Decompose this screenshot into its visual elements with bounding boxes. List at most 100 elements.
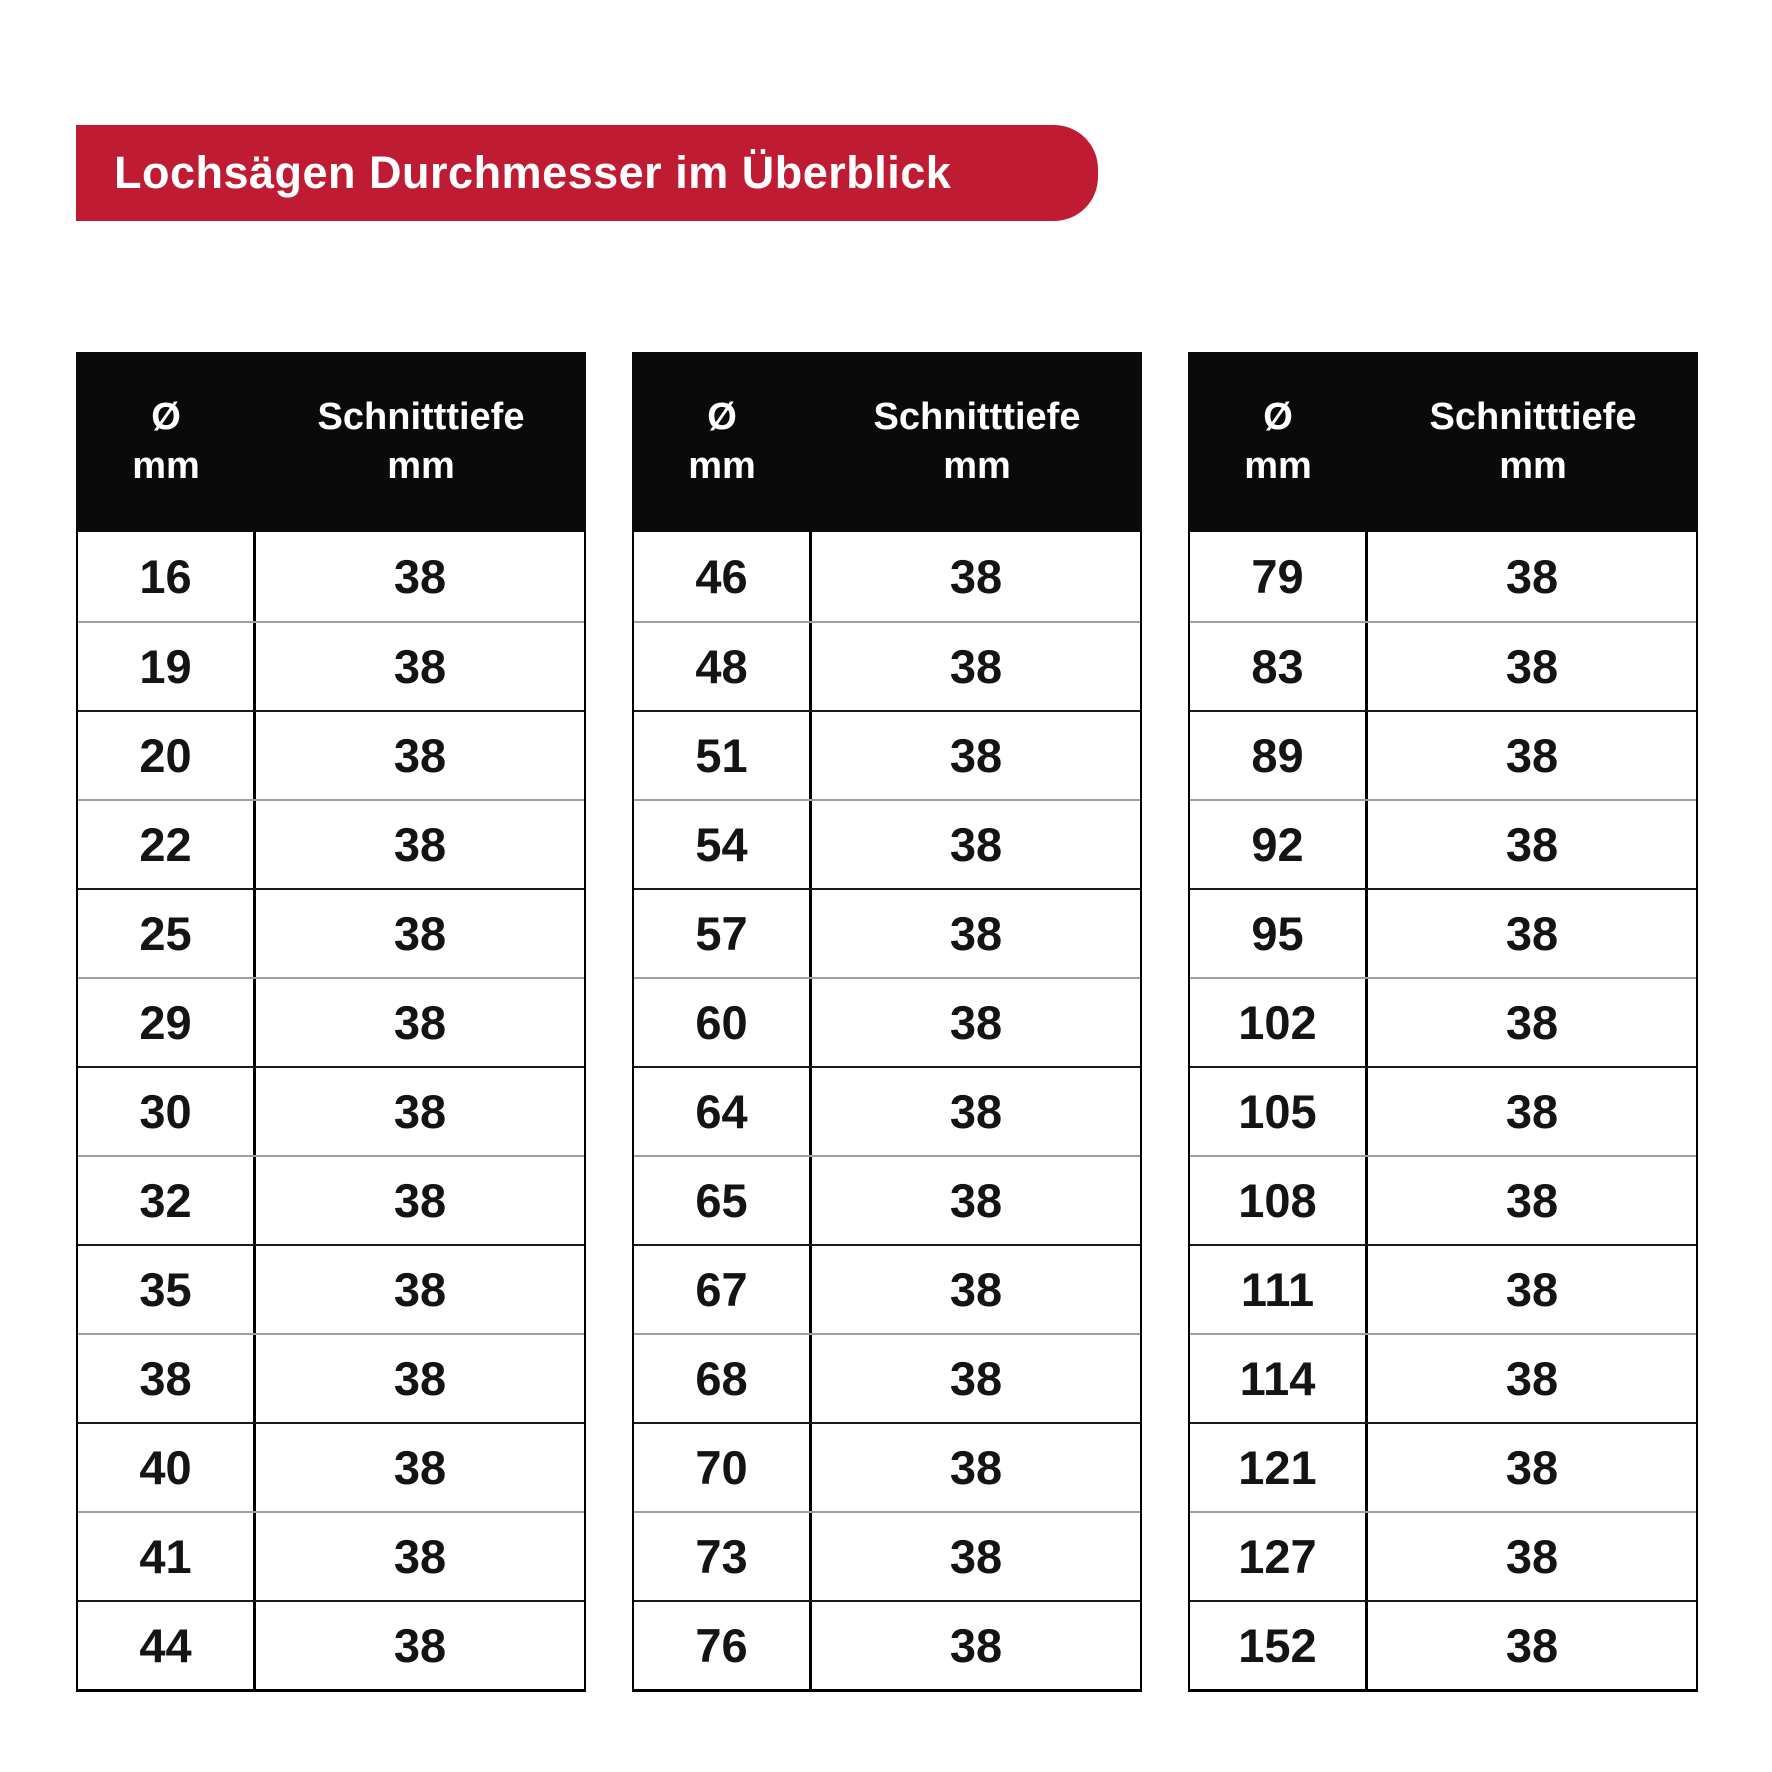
cut-depth-value: 38: [393, 1174, 447, 1227]
cut-depth-value: 38: [1505, 1174, 1559, 1227]
cut-depth-value: 38: [949, 1352, 1003, 1405]
cut-depth-value: 38: [393, 640, 447, 693]
table-row: 16 38: [78, 532, 584, 621]
table-row: 46 38: [634, 532, 1140, 621]
table-row: 48 38: [634, 621, 1140, 710]
cut-depth-value: 38: [1505, 1619, 1559, 1672]
table-header: Ø mm Schnitttiefe mm: [76, 352, 586, 532]
table-row: 20 38: [78, 710, 584, 799]
cut-depth-value: 38: [1505, 818, 1559, 871]
table-row: 102 38: [1190, 977, 1696, 1066]
table-row: 73 38: [634, 1511, 1140, 1600]
title-banner: Lochsägen Durchmesser im Überblick: [76, 125, 1098, 221]
cut-depth-value: 38: [393, 550, 447, 603]
diameter-value: 68: [634, 1335, 812, 1422]
header-cut-depth-column: Schnitttiefe mm: [256, 352, 586, 532]
table-row: 64 38: [634, 1066, 1140, 1155]
table-body: 16 38 19 38 20 38 22 38 25 38 29 38 30 38 32 38 35 38 38 38…: [78, 532, 584, 1689]
cut-depth-value: 38: [1505, 996, 1559, 1049]
diameter-value: 46: [634, 532, 812, 621]
table-row: 44 38: [78, 1600, 584, 1689]
table-row: 92 38: [1190, 799, 1696, 888]
table-header: Ø mm Schnitttiefe mm: [632, 352, 1142, 532]
table-row: 51 38: [634, 710, 1140, 799]
table-row: 152 38: [1190, 1600, 1696, 1689]
table-row: 54 38: [634, 799, 1140, 888]
page-title: Lochsägen Durchmesser im Überblick: [114, 147, 952, 198]
diameter-value: 54: [634, 801, 812, 888]
diameter-value: 121: [1190, 1424, 1368, 1511]
table-row: 65 38: [634, 1155, 1140, 1244]
table-header: Ø mm Schnitttiefe mm: [1188, 352, 1698, 532]
diameter-unit: mm: [1244, 445, 1312, 487]
cut-depth-label: Schnitttiefe: [873, 395, 1081, 438]
table-row: 19 38: [78, 621, 584, 710]
diameter-unit: mm: [688, 445, 756, 487]
diameter-value: 30: [78, 1068, 256, 1155]
diameter-value: 67: [634, 1246, 812, 1333]
table-row: 57 38: [634, 888, 1140, 977]
diameter-value: 152: [1190, 1602, 1368, 1689]
diameter-value: 57: [634, 890, 812, 977]
diameter-unit: mm: [132, 445, 200, 487]
table-row: 70 38: [634, 1422, 1140, 1511]
cut-depth-unit: mm: [1499, 445, 1567, 487]
cut-depth-label: Schnitttiefe: [1429, 395, 1637, 438]
cut-depth-value: 38: [949, 550, 1003, 603]
hole-saw-table-3: Ø mm Schnitttiefe mm 79 38 83 38 89 38 92 38 95 3…: [1188, 352, 1698, 1692]
table-row: 89 38: [1190, 710, 1696, 799]
cut-depth-value: 38: [949, 729, 1003, 782]
cut-depth-value: 38: [949, 818, 1003, 871]
cut-depth-value: 38: [1505, 1530, 1559, 1583]
header-diameter-column: Ø mm: [1188, 352, 1368, 532]
header-cut-depth-column: Schnitttiefe mm: [1368, 352, 1698, 532]
cut-depth-value: 38: [1505, 729, 1559, 782]
cut-depth-value: 38: [949, 1174, 1003, 1227]
cut-depth-unit: mm: [387, 445, 455, 487]
diameter-value: 51: [634, 712, 812, 799]
table-row: 29 38: [78, 977, 584, 1066]
cut-depth-value: 38: [1505, 640, 1559, 693]
cut-depth-value: 38: [393, 1263, 447, 1316]
diameter-value: 102: [1190, 979, 1368, 1066]
cut-depth-value: 38: [949, 1530, 1003, 1583]
diameter-value: 40: [78, 1424, 256, 1511]
cut-depth-value: 38: [393, 1530, 447, 1583]
cut-depth-value: 38: [393, 729, 447, 782]
table-row: 76 38: [634, 1600, 1140, 1689]
diameter-symbol: Ø: [707, 395, 737, 438]
table-row: 95 38: [1190, 888, 1696, 977]
diameter-value: 79: [1190, 532, 1368, 621]
table-row: 108 38: [1190, 1155, 1696, 1244]
cut-depth-value: 38: [1505, 1085, 1559, 1138]
diameter-value: 111: [1190, 1246, 1368, 1333]
diameter-value: 25: [78, 890, 256, 977]
diameter-symbol: Ø: [1263, 395, 1293, 438]
table-body: 79 38 83 38 89 38 92 38 95 38 102 38 105 38 108 38 111 38…: [1190, 532, 1696, 1689]
header-diameter-column: Ø mm: [76, 352, 256, 532]
table-row: 83 38: [1190, 621, 1696, 710]
table-row: 105 38: [1190, 1066, 1696, 1155]
table-row: 30 38: [78, 1066, 584, 1155]
diameter-value: 29: [78, 979, 256, 1066]
diameter-value: 95: [1190, 890, 1368, 977]
table-row: 67 38: [634, 1244, 1140, 1333]
diameter-value: 20: [78, 712, 256, 799]
diameter-value: 92: [1190, 801, 1368, 888]
diameter-value: 19: [78, 623, 256, 710]
diameter-value: 114: [1190, 1335, 1368, 1422]
diameter-value: 41: [78, 1513, 256, 1600]
cut-depth-value: 38: [949, 1085, 1003, 1138]
diameter-value: 64: [634, 1068, 812, 1155]
diameter-value: 60: [634, 979, 812, 1066]
tables-container: Ø mm Schnitttiefe mm 16 38 19 38 20 38 22 38 25 3…: [76, 352, 1698, 1692]
table-row: 114 38: [1190, 1333, 1696, 1422]
table-row: 111 38: [1190, 1244, 1696, 1333]
diameter-value: 44: [78, 1602, 256, 1689]
table-row: 127 38: [1190, 1511, 1696, 1600]
diameter-value: 89: [1190, 712, 1368, 799]
cut-depth-value: 38: [393, 1085, 447, 1138]
cut-depth-value: 38: [393, 1352, 447, 1405]
diameter-value: 83: [1190, 623, 1368, 710]
header-diameter-column: Ø mm: [632, 352, 812, 532]
